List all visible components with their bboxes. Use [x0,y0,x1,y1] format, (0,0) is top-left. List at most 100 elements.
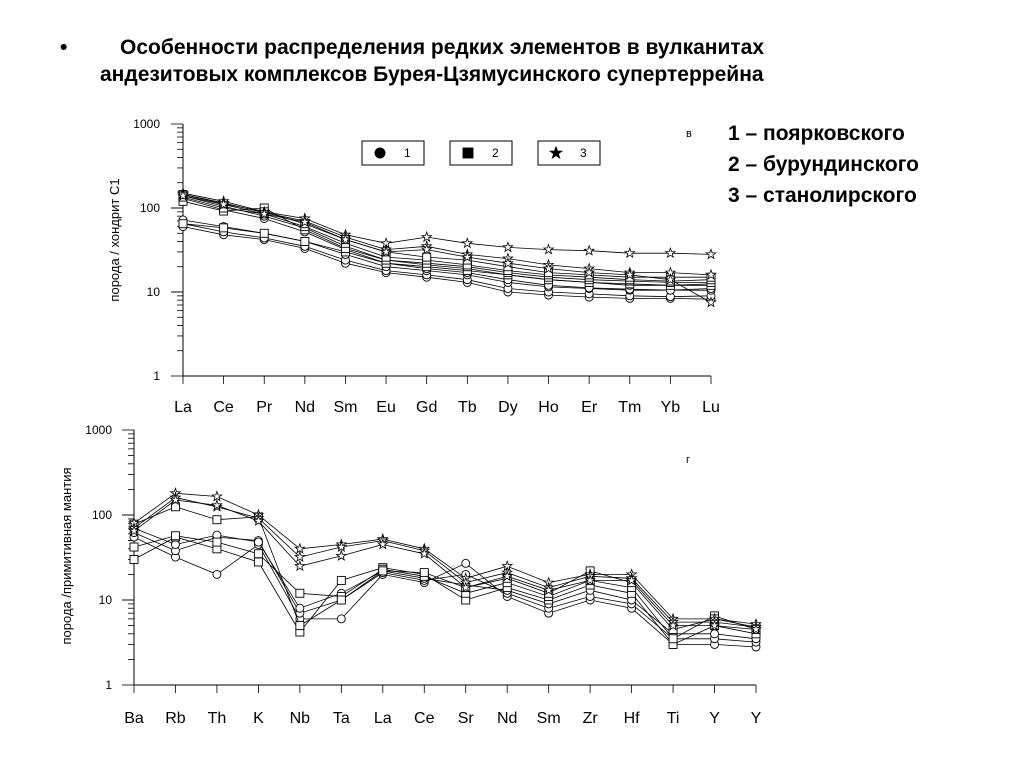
data-point [420,230,433,243]
data-point [461,558,471,568]
data-point [710,629,719,639]
x-tick-label: Pr [256,399,273,416]
data-point [336,575,346,585]
legend-label: 3 [580,146,587,160]
legend-box [537,140,601,166]
y-tick-label: 100 [92,508,112,522]
chart-panel-2: 1 10 100 1000 Ba Rb Th K Nb Ta La Ce Sr Nd Sm Zr Hf Ti Y Yп… [59,423,762,727]
legend-box [361,140,425,166]
series-line [133,492,757,625]
data-point [623,268,636,280]
data-point [293,542,306,554]
y-tick-label: 1 [153,369,160,383]
data-point [705,248,717,260]
x-tick-label: Ce [414,710,435,727]
series-line [182,198,712,291]
data-point [625,574,638,586]
x-tick-label: Y [709,710,720,727]
data-point [295,588,305,598]
y-tick-label: 1 [105,678,112,692]
data-point [664,273,677,285]
x-tick-label: Ba [124,710,144,727]
legend-label: 1 [404,146,411,160]
series-3 [178,215,716,295]
legend-item-1: 1 [361,140,425,166]
series-10 [177,186,717,260]
series-line [133,497,757,628]
x-tick-label: Hf [624,710,641,727]
x-tick-label: Sr [458,710,475,727]
x-tick-label: La [174,399,192,416]
data-point [295,621,305,631]
data-point [461,250,474,263]
x-tick-label: Ta [333,710,350,727]
data-point [542,262,555,274]
x-tick-label: Th [208,710,227,727]
x-tick-label: Lu [702,399,720,416]
series-line [182,223,712,298]
data-point [339,233,352,245]
data-point [502,241,514,253]
data-point [335,549,348,562]
data-point [668,634,678,644]
legend-list-item-1: 1 – поярковского [728,122,905,145]
legend-list-item-2: 2 – бурундинского [728,153,919,176]
data-point [293,550,306,563]
data-point [667,619,679,631]
data-point [376,538,389,550]
title-line-1: Особенности распределения редких элемент… [120,36,765,59]
legend-label: 2 [492,146,499,160]
data-point [169,493,182,506]
data-point [420,243,433,255]
panel-label: в [686,128,692,140]
series-line [182,194,712,276]
data-point [542,243,555,255]
series-9 [178,189,716,282]
legend-marker [374,147,386,159]
data-point [293,559,306,572]
y-tick-label: 1000 [133,117,160,131]
x-tick-label: Sm [537,710,561,727]
data-point [335,540,348,553]
data-point [584,574,597,586]
x-tick-label: Zr [583,710,599,727]
legend-marker [548,145,564,160]
slide-title: • Особенности распределения редких элеме… [60,34,960,88]
data-point [252,514,265,526]
x-tick-label: Dy [498,399,518,416]
y-tick-label: 10 [147,285,161,299]
title-bullet: • [60,36,68,59]
data-point [336,614,346,624]
x-tick-label: Tm [618,399,641,416]
data-point [501,570,514,582]
data-point [259,228,269,238]
series-6 [178,219,716,290]
data-point [750,623,762,635]
series-4 [129,532,761,649]
series-line [133,506,757,630]
chart-panel-1: 1 10 100 1000 La Ce Pr Nd Sm Eu Gd Tb Dy Ho Er Tm Yb Lu по… [107,117,720,416]
series-11 [177,188,717,280]
data-point [298,215,311,228]
series-line [133,499,757,630]
legend-item-2: 2 [449,140,513,166]
data-point [705,296,717,308]
data-point [211,490,223,502]
x-tick-label: Yb [661,399,681,416]
data-point [418,547,431,559]
data-point [212,537,222,547]
y-axis-label: порода / хондрит С1 [107,178,122,301]
x-tick-label: Nb [290,710,311,727]
series-line [182,200,711,283]
series-12 [177,189,717,308]
data-point [171,502,180,512]
data-point [178,219,188,229]
series-2 [178,219,716,302]
data-point [253,549,263,559]
data-point [295,603,305,613]
data-point [419,568,429,578]
x-tick-label: Rb [165,710,186,727]
data-point [459,581,472,593]
series-line [133,536,757,645]
x-tick-label: Tb [458,399,477,416]
